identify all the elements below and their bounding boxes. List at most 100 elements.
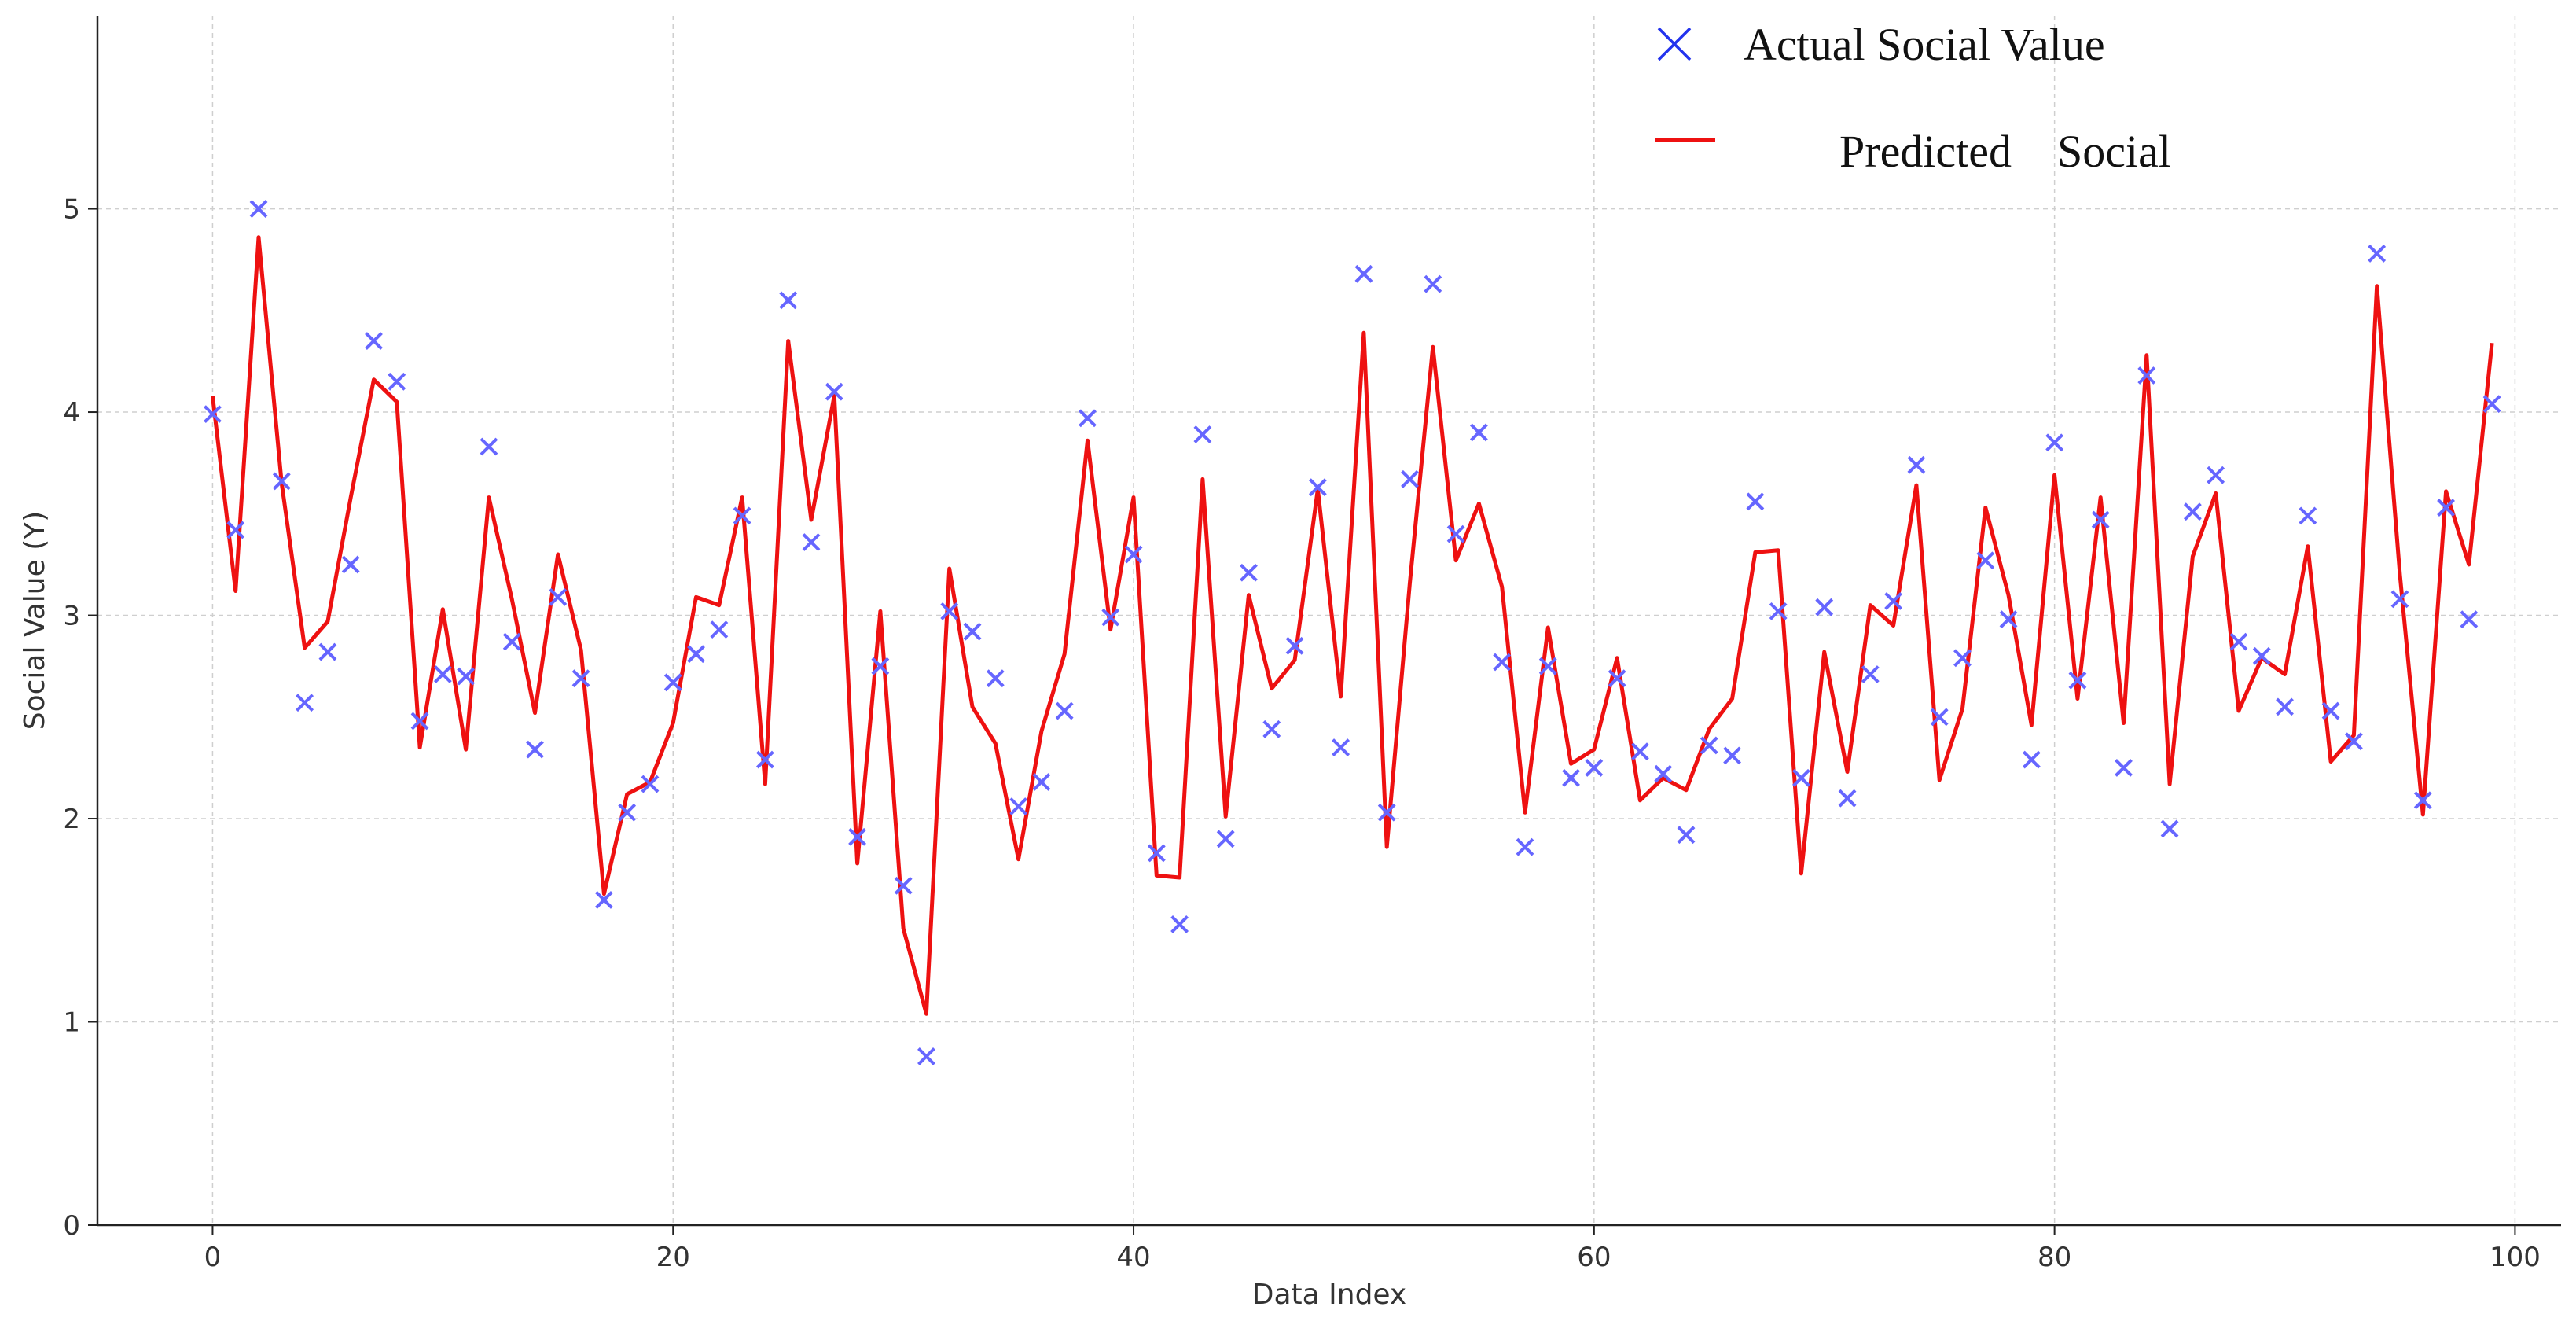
actual-point (1170, 915, 1189, 933)
actual-point (710, 620, 729, 639)
actual-point (410, 712, 429, 731)
actual-point (1562, 768, 1580, 787)
actual-point (1332, 738, 1350, 756)
actual-point (1654, 764, 1673, 783)
actual-point-stroke (2137, 366, 2156, 385)
actual-point (594, 891, 613, 909)
actual-point-stroke (1124, 545, 1143, 564)
actual-point-stroke (1861, 665, 1880, 683)
actual-point (296, 694, 314, 712)
actual-point (2321, 701, 2340, 720)
actual-point (1469, 423, 1488, 442)
actual-point-stroke (687, 645, 705, 664)
actual-point-stroke (1585, 758, 1604, 777)
actual-point-stroke (2115, 758, 2133, 777)
legend-label-predicted: Predicted Social (1839, 126, 2171, 177)
actual-point-stroke (1216, 830, 1235, 848)
actual-point-stroke (249, 200, 268, 218)
actual-point (641, 775, 660, 793)
actual-point-stroke (1424, 274, 1442, 293)
actual-point (1538, 657, 1557, 675)
actual-point (526, 740, 544, 759)
actual-point (571, 669, 590, 688)
actual-point (1677, 826, 1696, 845)
actual-point-stroke (2183, 502, 2202, 521)
actual-point-stroke (1838, 789, 1857, 808)
actual-point (1493, 653, 1512, 672)
actual-point-stroke (1147, 844, 1166, 863)
actual-point-stroke (1493, 653, 1512, 672)
actual-point (825, 382, 843, 401)
actual-point-stroke (802, 533, 821, 551)
actual-point-stroke (318, 642, 337, 661)
actual-point (1608, 669, 1626, 688)
x-tick-label: 100 (2490, 1242, 2541, 1273)
actual-point (1700, 736, 1718, 755)
actual-point-stroke (2413, 791, 2432, 810)
actual-point-stroke (2091, 510, 2110, 529)
y-tick-label: 3 (63, 601, 80, 632)
actual-point (1792, 768, 1810, 787)
x-axis-label: Data Index (1252, 1279, 1407, 1311)
actual-point (2091, 510, 2110, 529)
actual-point (1424, 274, 1442, 293)
y-axis-label: Social Value (Y) (19, 511, 51, 731)
actual-point-stroke (1608, 669, 1626, 688)
actual-point-stroke (2252, 646, 2271, 665)
actual-point-stroke (1562, 768, 1580, 787)
actual-point (1101, 608, 1120, 627)
actual-point (1999, 610, 2018, 629)
actual-point (755, 750, 774, 769)
actual-point (1285, 636, 1304, 655)
actual-point-stroke (2045, 433, 2064, 452)
actual-point-stroke (1769, 602, 1788, 620)
actual-point-stroke (341, 555, 360, 574)
x-tick-label: 20 (656, 1242, 690, 1273)
axes (88, 16, 2561, 1235)
actual-point (2344, 732, 2363, 751)
actual-point (433, 665, 452, 683)
actual-point (1216, 830, 1235, 848)
actual-point-stroke (571, 669, 590, 688)
actual-point (1009, 797, 1028, 815)
actual-point (1769, 602, 1788, 620)
actual-point-stroke (1792, 768, 1810, 787)
actual-point-stroke (1630, 742, 1649, 761)
actual-point (249, 200, 268, 218)
legend-marker-actual (1657, 27, 1692, 61)
actual-point-stroke (917, 1047, 935, 1065)
actual-point (1055, 701, 1074, 720)
actual-point (2482, 395, 2501, 414)
actual-point (2160, 819, 2179, 838)
actual-point-stroke (1240, 563, 1258, 582)
actual-point-stroke (1976, 551, 1995, 570)
actual-point (2022, 750, 2041, 769)
actual-point-stroke (2344, 732, 2363, 751)
actual-point (480, 437, 498, 456)
actual-point-stroke (2276, 697, 2294, 716)
legend-x-stroke (1657, 27, 1692, 61)
y-tick-label: 1 (63, 1007, 80, 1039)
actual-point-stroke (1815, 598, 1834, 616)
actual-point-stroke (296, 694, 314, 712)
actual-point-stroke (1009, 797, 1028, 815)
actual-point (1032, 773, 1051, 791)
actual-point-stroke (1262, 720, 1281, 738)
actual-point (963, 622, 982, 641)
actual-point (2183, 502, 2202, 521)
actual-point-stroke (1907, 455, 1926, 474)
actual-point (1516, 837, 1534, 856)
actual-point-stroke (365, 332, 383, 350)
actual-point-stroke (871, 657, 890, 675)
actual-point-stroke (710, 620, 729, 639)
actual-point (1354, 264, 1373, 283)
actual-point (1861, 665, 1880, 683)
actual-point (1976, 551, 1995, 570)
actual-point-stroke (848, 827, 866, 846)
actual-point (226, 521, 245, 539)
actual-point (1884, 592, 1903, 610)
actual-point (2368, 245, 2387, 263)
actual-point-stroke (1193, 425, 1212, 443)
